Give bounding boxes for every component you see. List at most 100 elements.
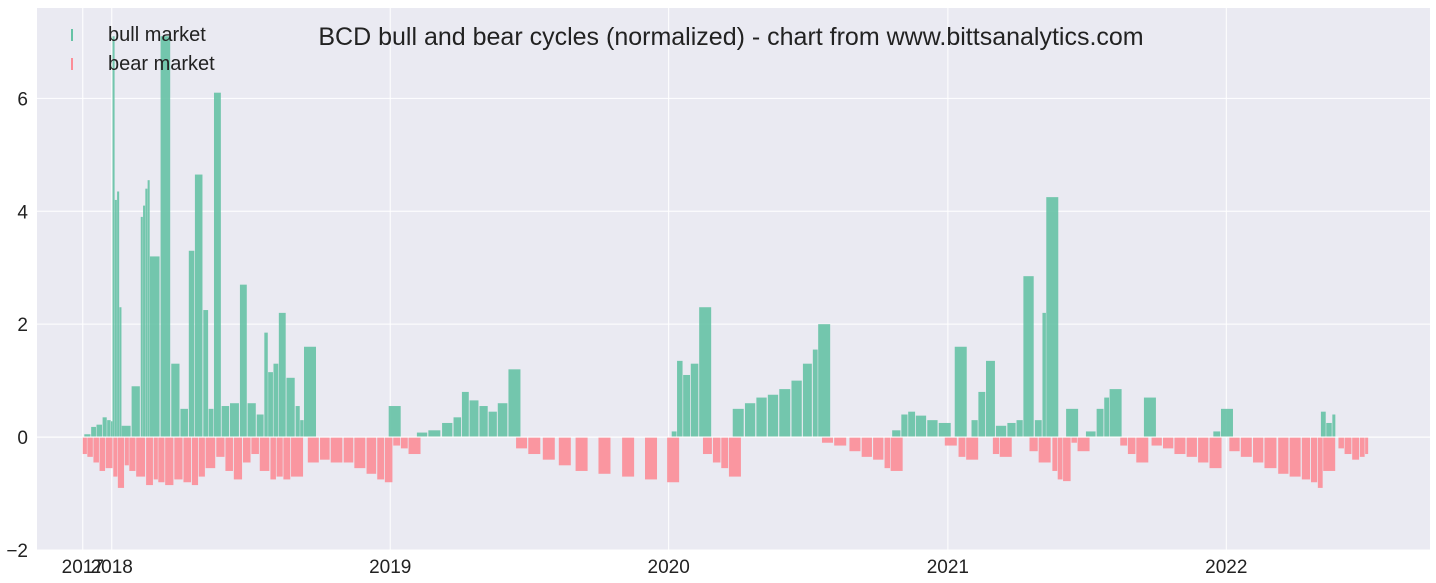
bull-bar [180,408,188,438]
bull-bar [140,216,143,438]
bear-bar [958,437,966,457]
bull-bar [91,426,96,438]
bear-bar [1186,437,1197,457]
bull-bar [779,389,791,438]
bull-bar [1007,422,1016,438]
bear-bar [1323,437,1336,471]
bear-bar [113,437,118,477]
bull-bar [671,431,677,438]
bull-bar [908,411,916,438]
bear-bar [259,437,270,471]
bear-bar [890,437,903,471]
bull-bar [149,256,160,438]
bear-bar [377,437,385,480]
bull-bar [131,386,140,438]
bull-bar [416,432,428,438]
bars-layer [82,36,1369,488]
bear-bar [1151,437,1162,446]
bull-bar [114,199,117,438]
bull-bar [145,188,148,438]
bear-bar [216,437,225,457]
bear-bar [861,437,872,457]
bear-bar [400,437,408,449]
bull-bar [978,391,986,438]
bear-bar [849,437,861,452]
bull-bar [268,372,273,438]
bull-bar [479,406,488,438]
bear-bar [884,437,891,469]
bull-bar [119,307,122,438]
bull-bar [892,430,901,438]
bull-bar [203,310,209,438]
bull-bar [147,180,150,438]
bear-bar [992,437,1000,455]
bear-bar [558,437,571,466]
bull-bar [767,394,779,438]
bear-bar [1352,437,1360,460]
bull-bar [818,324,831,438]
bear-bar [1162,437,1174,449]
bull-bar [213,92,221,438]
bull-bar [461,391,469,438]
bull-bar [802,363,812,438]
bull-bar [954,346,967,438]
legend-swatch-bear [71,58,73,70]
bear-bar [1038,437,1051,463]
bear-bar [408,437,421,455]
bear-bar [1120,437,1128,446]
bull-bar [1104,397,1110,438]
bear-bar [728,437,741,477]
bear-bar [702,437,712,455]
bear-bar [1301,437,1311,480]
bear-bar [1359,437,1365,457]
bear-bar [575,437,588,471]
bear-bar [645,437,658,480]
bull-bar [1016,420,1023,438]
bull-bar [812,349,818,438]
bull-bar [295,406,300,438]
bear-bar [343,437,354,463]
bear-bar [354,437,366,469]
bear-bar [622,437,635,477]
bear-bar [307,437,319,463]
bear-bar [1365,437,1369,455]
bull-bar [971,420,978,438]
bull-bar [508,369,521,438]
bull-bar [995,425,1007,438]
x-tick-label: 2019 [369,557,411,578]
bull-bar [1042,312,1046,438]
bear-bar [1063,437,1071,482]
bear-bar [225,437,233,471]
bear-bar [270,437,276,480]
bull-bar [110,421,113,438]
bull-bar [256,414,264,438]
bull-bar [1220,408,1233,438]
bear-bar [158,437,165,483]
x-tick-label: 2021 [927,557,969,578]
legend-swatch-bull [71,29,73,41]
bear-bar [1077,437,1090,452]
bull-bar [107,420,111,438]
bull-bar [690,363,699,438]
bear-bar [873,437,884,460]
bear-bar [99,437,106,471]
bear-bar [999,437,1012,457]
legend-label-bull: bull market [108,24,206,46]
bear-bar [721,437,729,469]
y-tick-label: 0 [17,428,28,449]
bear-bar [129,437,136,471]
bull-bar [112,36,115,438]
legend-label-bear: bear market [108,53,215,75]
bull-bar [1320,411,1326,438]
bull-bar [732,408,744,438]
bear-bar [146,437,153,486]
bear-bar [667,437,680,483]
bear-bar [1253,437,1264,463]
x-tick-label: 2022 [1205,557,1247,578]
bear-bar [1264,437,1277,469]
bear-bar [291,437,304,477]
bear-bar [1198,437,1209,463]
bear-bar [516,437,528,449]
